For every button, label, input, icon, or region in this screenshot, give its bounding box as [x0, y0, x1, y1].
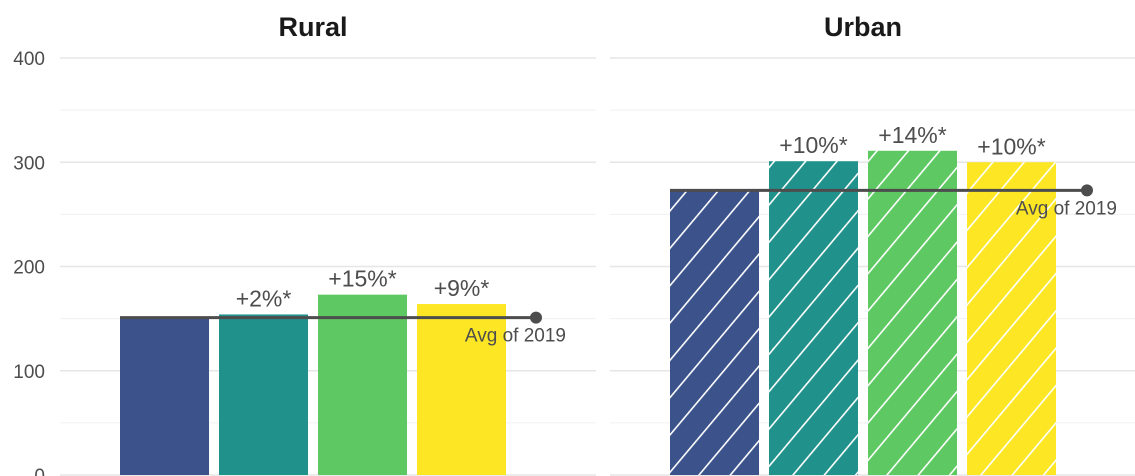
y-tick-label: 0 — [34, 466, 45, 476]
average-line-endpoint — [530, 311, 542, 324]
y-tick-label: 300 — [13, 153, 45, 174]
panel-rural: Rural +2%* +15%* +9%* Avg of 2019 — [120, 12, 566, 475]
y-axis: 0 100 200 300 400 — [13, 49, 45, 476]
y-tick-label: 200 — [13, 258, 45, 279]
bar-value-label: +2%* — [236, 285, 292, 311]
average-line-endpoint — [1081, 184, 1093, 197]
panel-urban: Urban +10%* +14%* +10%* Avg of 2019 — [670, 12, 1117, 475]
bar — [967, 162, 1056, 475]
bar — [318, 294, 407, 475]
bar — [120, 317, 209, 475]
bar-value-label: +14%* — [878, 122, 946, 148]
bar-value-label: +9%* — [434, 275, 490, 301]
average-label: Avg of 2019 — [465, 326, 566, 347]
bar-value-label: +10%* — [779, 132, 847, 158]
y-tick-label: 100 — [13, 362, 45, 383]
bar — [417, 304, 506, 475]
average-label: Avg of 2019 — [1016, 198, 1117, 219]
panel-title-urban: Urban — [824, 12, 902, 42]
bar-value-label: +10%* — [977, 133, 1045, 159]
bar — [670, 190, 759, 475]
bar — [868, 150, 957, 475]
bar-value-label: +15%* — [328, 266, 396, 292]
panel-title-rural: Rural — [278, 12, 347, 42]
bar — [219, 314, 308, 475]
y-tick-label: 400 — [13, 49, 45, 70]
bar — [769, 161, 858, 475]
